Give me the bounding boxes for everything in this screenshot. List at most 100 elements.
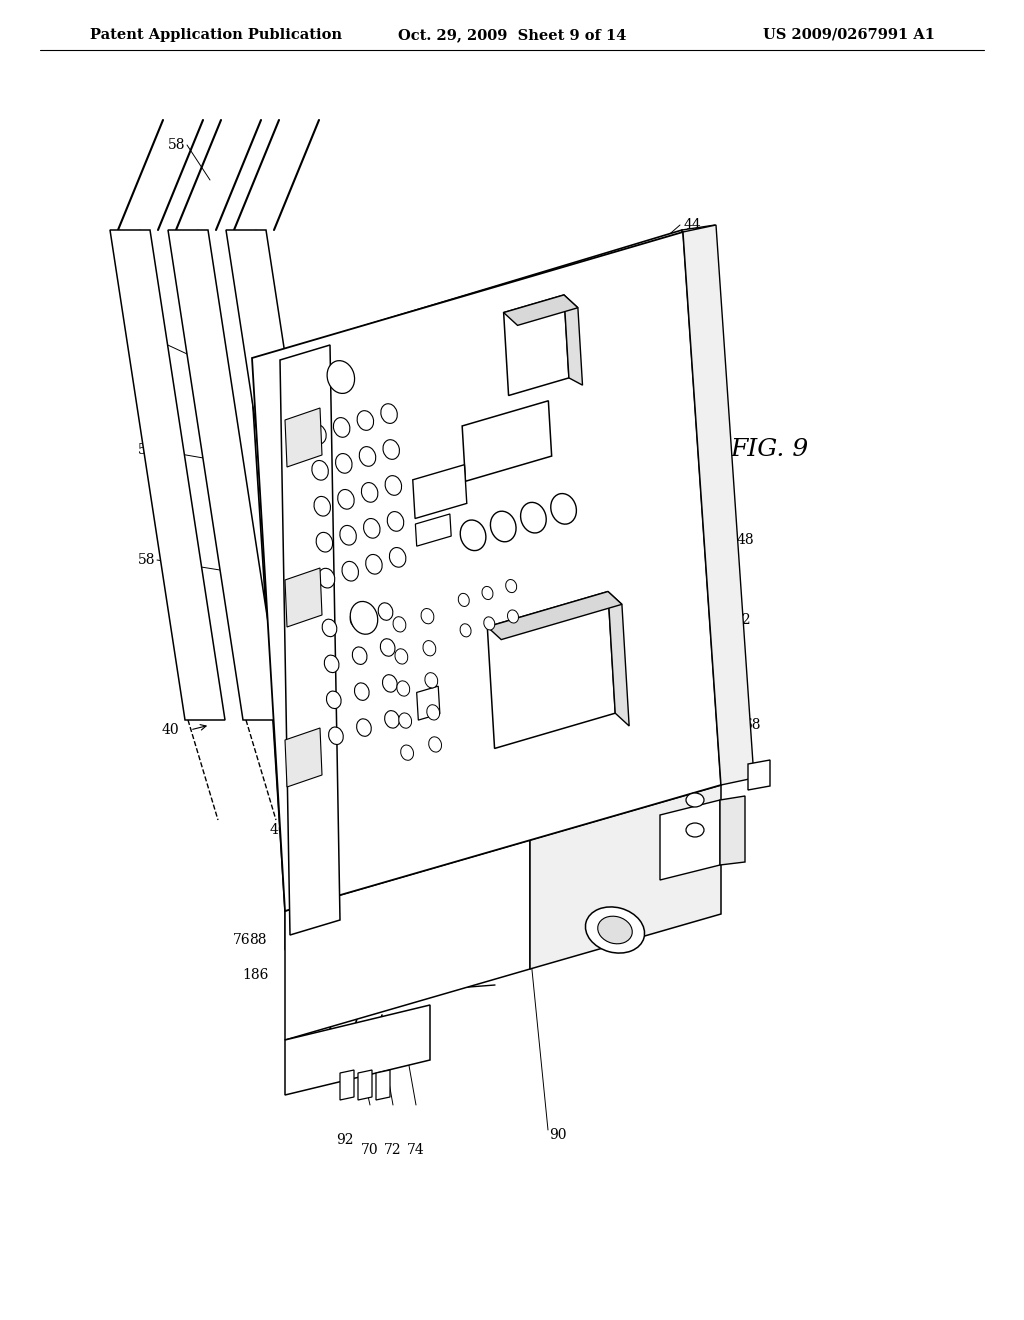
Ellipse shape	[340, 525, 356, 545]
Text: 72: 72	[384, 1143, 401, 1158]
Ellipse shape	[520, 503, 546, 533]
Polygon shape	[285, 780, 720, 950]
Polygon shape	[340, 1071, 354, 1100]
Ellipse shape	[334, 417, 350, 437]
Polygon shape	[285, 568, 322, 627]
Ellipse shape	[421, 609, 434, 624]
Polygon shape	[285, 408, 322, 467]
Ellipse shape	[423, 640, 436, 656]
Ellipse shape	[364, 519, 380, 539]
Text: Patent Application Publication: Patent Application Publication	[90, 28, 342, 42]
Ellipse shape	[459, 594, 469, 606]
Ellipse shape	[483, 616, 495, 630]
Text: FIG. 9: FIG. 9	[730, 438, 808, 462]
Polygon shape	[504, 294, 578, 326]
Ellipse shape	[482, 586, 493, 599]
Polygon shape	[280, 345, 340, 935]
Text: 44: 44	[683, 218, 700, 232]
Ellipse shape	[309, 425, 327, 445]
Polygon shape	[462, 401, 552, 482]
Ellipse shape	[400, 744, 414, 760]
Text: 50: 50	[686, 304, 703, 317]
Ellipse shape	[686, 822, 705, 837]
Text: 88: 88	[249, 933, 266, 946]
Text: 68: 68	[743, 718, 761, 733]
Ellipse shape	[336, 454, 352, 474]
Text: 76: 76	[233, 933, 251, 946]
Text: 92: 92	[336, 1133, 353, 1147]
Ellipse shape	[361, 483, 378, 502]
Ellipse shape	[350, 602, 378, 634]
Text: 88: 88	[138, 333, 156, 347]
Ellipse shape	[356, 719, 372, 737]
Ellipse shape	[397, 681, 410, 696]
Ellipse shape	[506, 579, 517, 593]
Ellipse shape	[366, 554, 382, 574]
Ellipse shape	[314, 496, 331, 516]
Ellipse shape	[393, 616, 406, 632]
Ellipse shape	[383, 440, 399, 459]
Ellipse shape	[427, 705, 439, 719]
Polygon shape	[226, 230, 341, 719]
Text: 90: 90	[549, 1129, 566, 1142]
Ellipse shape	[460, 624, 471, 636]
Text: 42: 42	[733, 612, 751, 627]
Polygon shape	[417, 686, 440, 721]
Ellipse shape	[329, 727, 343, 744]
Ellipse shape	[359, 446, 376, 466]
Text: 58: 58	[138, 444, 156, 457]
Ellipse shape	[460, 520, 486, 550]
Ellipse shape	[352, 647, 367, 664]
Polygon shape	[250, 230, 720, 909]
Ellipse shape	[389, 548, 406, 568]
Ellipse shape	[398, 713, 412, 729]
Ellipse shape	[342, 561, 358, 581]
Polygon shape	[252, 232, 721, 911]
Ellipse shape	[385, 475, 401, 495]
Ellipse shape	[385, 710, 399, 729]
Ellipse shape	[378, 603, 393, 620]
Text: 58: 58	[138, 553, 156, 568]
Polygon shape	[504, 294, 569, 396]
Ellipse shape	[598, 916, 632, 944]
Polygon shape	[285, 1005, 430, 1096]
Ellipse shape	[490, 511, 516, 541]
Text: 41: 41	[322, 783, 339, 797]
Ellipse shape	[318, 569, 335, 587]
Polygon shape	[416, 513, 452, 546]
Text: 64: 64	[684, 718, 701, 733]
Polygon shape	[285, 840, 530, 1040]
Ellipse shape	[354, 682, 369, 701]
Polygon shape	[358, 1071, 372, 1100]
Text: 46: 46	[269, 822, 287, 837]
Ellipse shape	[325, 655, 339, 673]
Ellipse shape	[686, 793, 705, 807]
Polygon shape	[748, 760, 770, 789]
Ellipse shape	[387, 512, 403, 531]
Polygon shape	[530, 785, 721, 969]
Text: Oct. 29, 2009  Sheet 9 of 14: Oct. 29, 2009 Sheet 9 of 14	[397, 28, 627, 42]
Text: 74: 74	[408, 1143, 425, 1158]
Polygon shape	[285, 729, 322, 787]
Ellipse shape	[395, 648, 408, 664]
Ellipse shape	[380, 639, 395, 656]
Ellipse shape	[508, 610, 518, 623]
Polygon shape	[168, 230, 283, 719]
Ellipse shape	[316, 532, 333, 552]
Text: 46: 46	[269, 653, 287, 667]
Polygon shape	[564, 294, 583, 385]
Polygon shape	[376, 1071, 390, 1100]
Ellipse shape	[327, 692, 341, 709]
Polygon shape	[110, 230, 225, 719]
Ellipse shape	[338, 490, 354, 510]
Text: 62: 62	[410, 783, 427, 797]
Polygon shape	[608, 591, 629, 726]
Ellipse shape	[383, 675, 397, 692]
Polygon shape	[683, 224, 754, 785]
Ellipse shape	[429, 737, 441, 752]
Text: 70: 70	[361, 1143, 379, 1158]
Polygon shape	[487, 591, 615, 748]
Polygon shape	[720, 796, 745, 865]
Text: 60: 60	[684, 693, 701, 708]
Ellipse shape	[312, 461, 329, 480]
